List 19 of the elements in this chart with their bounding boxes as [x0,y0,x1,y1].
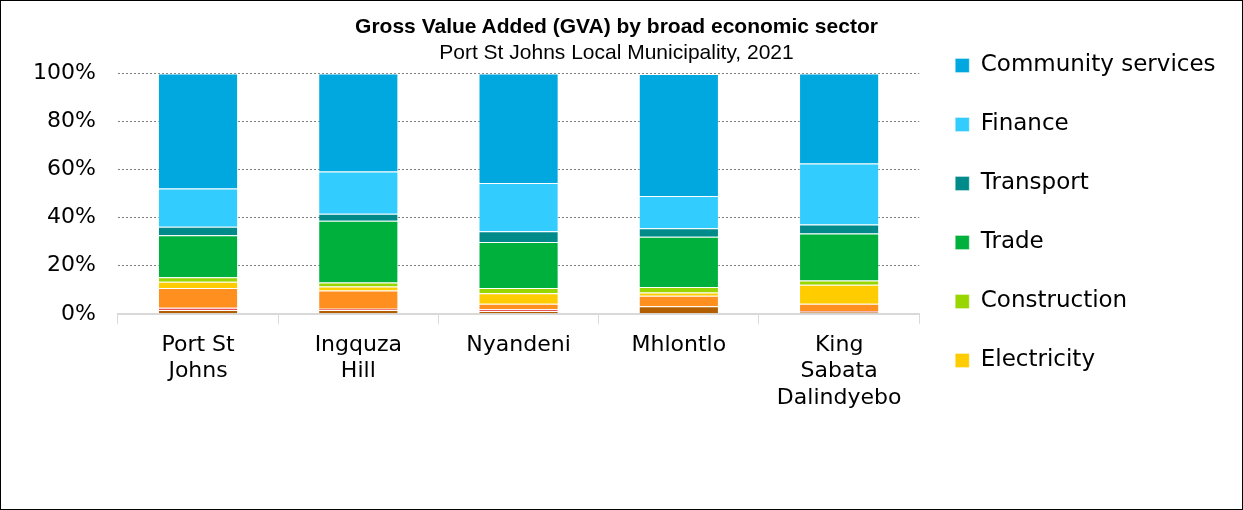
y-tick-label: 0% [60,299,96,325]
y-tick-label: 60% [46,155,96,181]
legend-label: Construction [980,286,1128,313]
y-tick-label: 40% [46,203,96,229]
x-tick-label: Port St Johns [161,330,235,383]
legend-label: Electricity [980,345,1095,372]
chart-title: Gross Value Added (GVA) by broad economic sector [355,14,878,38]
x-tick-label: King Sabata Dalindyebo [776,330,902,409]
legend-label: Community services [980,50,1216,77]
x-tick-label: Nyandeni [466,330,571,356]
legend-label: Finance [980,109,1069,136]
y-tick-label: 100% [32,59,96,85]
legend-label: Trade [979,227,1044,254]
chart-subtitle: Port St Johns Local Municipality, 2021 [439,39,794,63]
x-tick-label: Mhlontlo [631,330,727,356]
y-tick-label: 80% [46,107,96,133]
x-tick-label: Ingquza Hill [314,330,402,383]
y-tick-label: 20% [46,251,96,277]
legend-label: Transport [979,168,1089,195]
